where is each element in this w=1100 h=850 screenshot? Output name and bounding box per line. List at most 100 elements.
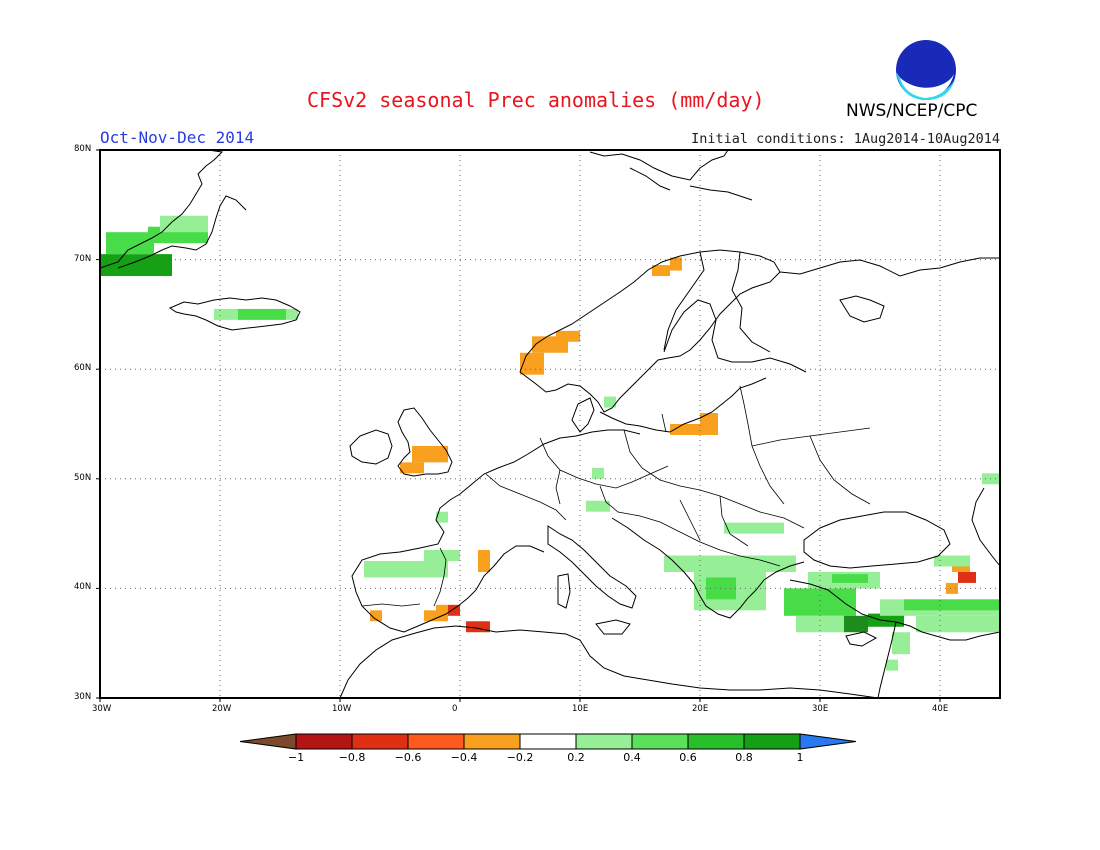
anomaly-cell-42 — [904, 599, 1000, 611]
colorbar-swatch-6 — [575, 733, 633, 750]
lon-tick-30E: 30E — [812, 704, 829, 714]
anomaly-cell-4 — [214, 308, 238, 320]
anomaly-cell-40 — [868, 613, 904, 627]
anomaly-cell-37 — [832, 574, 868, 583]
lat-tick-60N: 60N — [74, 363, 92, 374]
svalbard-coast — [589, 149, 753, 201]
colorbar-swatch-8 — [687, 733, 745, 750]
anomaly-cell-11 — [670, 257, 682, 271]
noaa-logo — [896, 40, 956, 100]
colorbar-label: 0.4 — [623, 751, 641, 764]
colorbar-label: −0.2 — [506, 751, 534, 764]
colorbar-high-arrow — [799, 733, 857, 750]
lon-tick-30W: 30W — [92, 704, 112, 714]
kola-coast — [779, 257, 1000, 277]
black-sea — [803, 511, 951, 569]
anomaly-cell-9 — [556, 330, 580, 342]
anomaly-cell-32 — [664, 555, 796, 572]
anomaly-cell-46 — [934, 555, 970, 567]
colorbar-label: −0.6 — [394, 751, 422, 764]
sweden-finland-border — [663, 251, 771, 353]
anomaly-cell-30 — [604, 396, 616, 408]
lat-tick-30N: 30N — [74, 692, 92, 702]
anomaly-cell-25 — [364, 561, 448, 578]
anomaly-cell-19 — [448, 604, 460, 616]
denmark-coast — [571, 397, 595, 433]
lat-tick-40N: 40N — [74, 582, 92, 593]
colorbar-swatch-3 — [407, 733, 465, 750]
colorbar-swatch-1 — [295, 733, 353, 750]
anomaly-cell-14 — [400, 462, 424, 474]
anomaly-cell-44 — [892, 632, 910, 655]
anomaly-cell-35 — [784, 588, 856, 616]
graticule — [96, 149, 1000, 702]
adriatic-balkans — [611, 517, 805, 619]
anomaly-cell-10 — [652, 265, 670, 277]
initial-conditions: Initial conditions: 1Aug2014-10Aug2014 — [691, 131, 1000, 147]
lon-tick-20E: 20E — [692, 704, 709, 714]
europe-mainland-coast — [351, 429, 641, 633]
sardinia — [557, 573, 571, 609]
anomaly-cell-20 — [466, 621, 490, 633]
anomaly-cell-26 — [424, 550, 460, 561]
anomaly-cell-6 — [286, 308, 298, 320]
gulf-bothnia — [663, 299, 807, 373]
map-frame — [99, 149, 1001, 699]
anomaly-cell-27 — [436, 511, 448, 523]
lat-tick-80N: 80N — [74, 144, 92, 154]
anomaly-cells — [100, 215, 1000, 671]
greenland-coast — [99, 149, 247, 269]
anomaly-cell-1 — [106, 232, 154, 255]
italy-coast — [547, 525, 637, 609]
colorbar-label: 0.8 — [735, 751, 753, 764]
anomaly-cell-43 — [916, 615, 1000, 633]
colorbar-label: −0.8 — [338, 751, 366, 764]
north-africa-coast — [339, 625, 879, 699]
agency-label: NWS/NCEP/CPC — [846, 101, 978, 121]
anomaly-cell-24 — [946, 582, 958, 594]
iceland-coast — [168, 297, 301, 331]
lon-tick-40E: 40E — [932, 704, 949, 714]
anomaly-cell-16 — [478, 550, 490, 572]
anatolia-coast — [789, 579, 1001, 641]
colorbar-label: −0.4 — [450, 751, 478, 764]
ireland-coast — [349, 429, 393, 465]
colorbar-label: −1 — [287, 751, 305, 764]
anomaly-cell-39 — [844, 615, 868, 633]
levant-coast — [877, 621, 897, 699]
caspian-coast — [971, 487, 1001, 567]
colorbar-swatch-5 — [519, 733, 577, 750]
lat-tick-70N: 70N — [74, 253, 92, 264]
baltic-coast — [599, 377, 767, 433]
country-borders — [361, 385, 871, 607]
britain-coast — [397, 407, 453, 477]
anomaly-cell-3 — [160, 215, 208, 233]
anomaly-cell-38 — [796, 615, 844, 633]
anomaly-cell-5 — [238, 308, 286, 320]
anomaly-cell-23 — [958, 571, 976, 583]
colorbar-swatch-9 — [743, 733, 801, 750]
colorbar-swatch-4 — [463, 733, 521, 750]
colorbar-low-arrow — [239, 733, 297, 750]
lon-tick-0: 0 — [452, 704, 458, 714]
anomaly-cell-13 — [700, 413, 718, 424]
anomaly-cell-15 — [412, 445, 448, 463]
scandinavia-coast — [519, 249, 781, 413]
anomaly-cell-12 — [670, 424, 718, 435]
lon-tick-10E: 10E — [572, 704, 589, 714]
cyprus — [845, 631, 878, 647]
anomaly-cell-0 — [100, 254, 172, 277]
colorbar — [239, 733, 857, 750]
lat-tick-50N: 50N — [74, 472, 92, 483]
colorbar-label: 1 — [796, 751, 804, 764]
forecast-period: Oct-Nov-Dec 2014 — [100, 128, 255, 147]
colorbar-swatch-2 — [351, 733, 409, 750]
coastlines — [99, 149, 1001, 699]
colorbar-swatch-7 — [631, 733, 689, 750]
anomaly-cell-21 — [370, 610, 382, 622]
anomaly-cell-28 — [592, 467, 604, 479]
colorbar-label: 0.2 — [567, 751, 585, 764]
sicily — [595, 619, 631, 635]
anomaly-cell-31 — [724, 522, 784, 534]
